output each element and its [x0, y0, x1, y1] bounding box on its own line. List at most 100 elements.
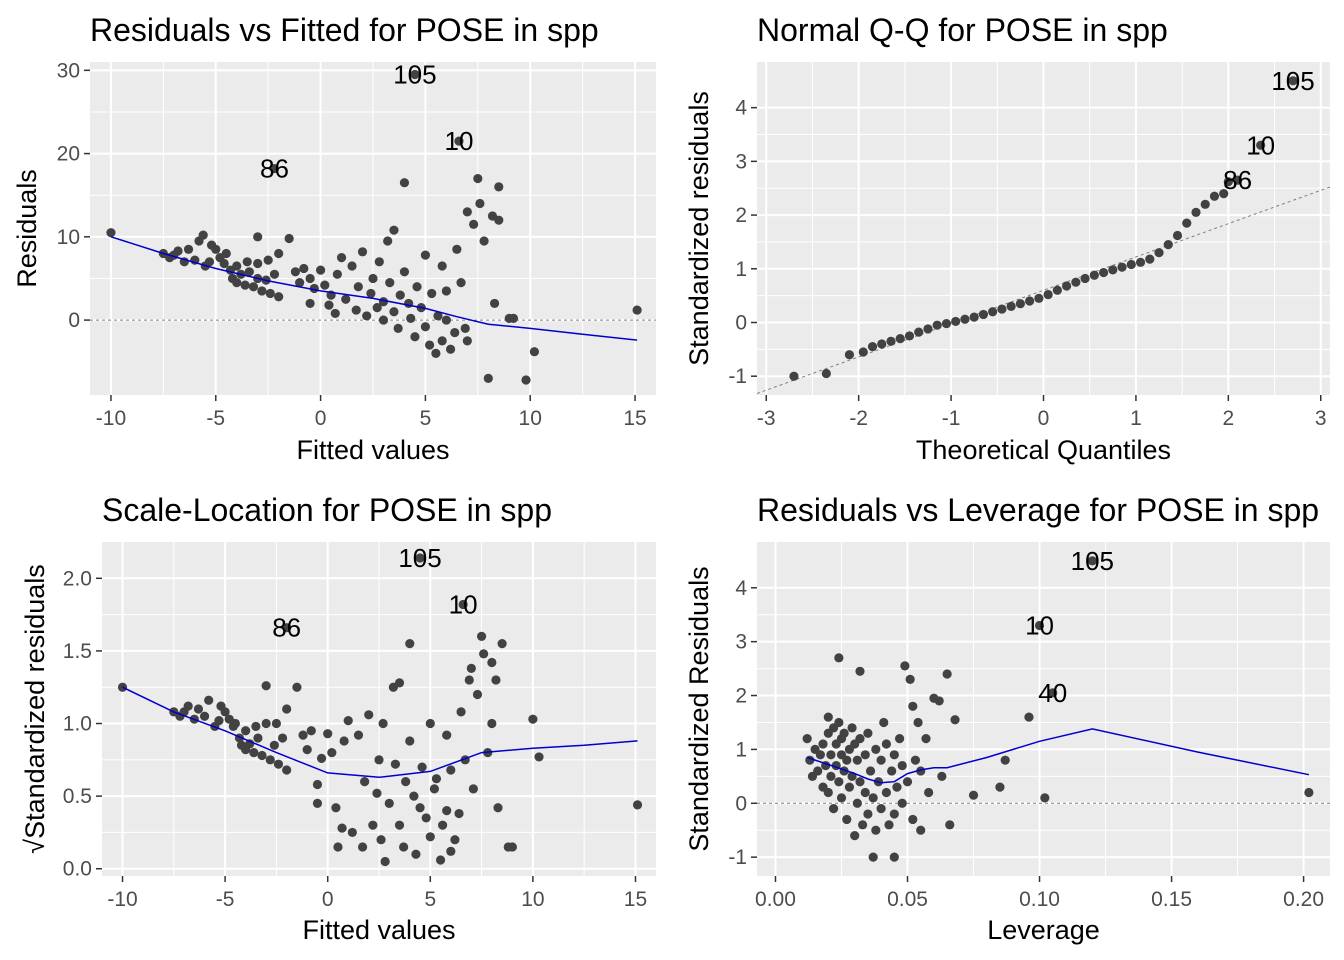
data-point: [466, 663, 476, 673]
data-point: [261, 681, 271, 691]
data-point: [253, 232, 263, 242]
data-point: [410, 69, 420, 80]
data-point: [454, 808, 464, 819]
chart-panel-4: 0.00 0.05 0.10 0.15 0.20 -1 0 1 2 3 4 105 10 40 Residu…: [684, 492, 1330, 945]
data-point: [789, 371, 799, 381]
smooth-line: [806, 728, 1310, 784]
data-point: [220, 707, 230, 717]
data-point: [274, 248, 284, 259]
data-point: [204, 257, 215, 267]
data-point: [876, 755, 886, 765]
data-point: [860, 750, 870, 760]
data-point: [889, 750, 899, 760]
x-tick-label: 0: [315, 407, 327, 430]
data-point: [900, 661, 910, 671]
y-tick-label: 20: [57, 143, 80, 166]
data-point: [1034, 293, 1044, 303]
data-point: [826, 750, 836, 760]
data-point: [908, 701, 918, 711]
data-point: [244, 267, 254, 277]
chart-panel-1: -10 -5 0 5 10 15 0 10 20 30 86 105 10 Residuals vs Fi…: [12, 12, 656, 465]
data-point: [271, 718, 282, 729]
data-point: [951, 316, 961, 327]
data-point: [372, 788, 382, 798]
data-point: [1163, 240, 1173, 250]
data-point: [410, 332, 420, 342]
y-tick-label: 10: [57, 226, 80, 249]
x-tick-label: 1: [1130, 407, 1142, 430]
data-point: [305, 298, 315, 309]
data-point: [336, 253, 347, 263]
data-point: [491, 675, 501, 685]
data-point: [183, 701, 193, 711]
data-point: [489, 298, 500, 309]
data-point: [232, 261, 242, 271]
data-point: [219, 258, 229, 269]
data-point: [487, 718, 497, 729]
y-tick-label: -1: [728, 365, 747, 388]
y-axis-title: Standardized Residuals: [684, 566, 714, 851]
data-point: [479, 236, 489, 246]
data-point: [916, 766, 926, 776]
data-point: [844, 350, 855, 360]
data-point: [390, 759, 401, 769]
data-point: [1223, 177, 1233, 187]
data-point: [364, 710, 374, 720]
data-point: [1145, 254, 1155, 264]
data-point: [834, 777, 844, 787]
data-point: [399, 267, 410, 277]
data-point: [881, 739, 891, 749]
data-point: [1062, 281, 1072, 291]
data-point: [897, 798, 907, 808]
data-point: [253, 258, 263, 269]
data-point: [913, 717, 923, 728]
y-axis-title: √Standardized residuals: [20, 564, 50, 854]
data-point: [290, 267, 301, 277]
data-point: [815, 750, 825, 760]
data-point: [834, 653, 844, 663]
data-point: [199, 711, 210, 721]
data-point: [818, 739, 828, 749]
data-point: [462, 207, 472, 217]
data-point: [393, 323, 403, 333]
data-point: [343, 716, 353, 726]
data-point: [269, 163, 280, 174]
data-point: [406, 313, 416, 324]
data-point: [193, 704, 204, 714]
data-point: [895, 334, 905, 344]
data-point: [380, 856, 390, 867]
y-tick-label: 0: [68, 309, 80, 332]
data-point: [232, 278, 242, 288]
data-point: [924, 787, 934, 798]
data-point: [1024, 712, 1034, 722]
data-point: [299, 263, 309, 274]
data-point: [855, 666, 865, 676]
data-point: [905, 674, 915, 684]
data-point: [844, 782, 855, 792]
smooth-line: [122, 686, 638, 779]
data-point: [876, 804, 886, 814]
plot-area: [90, 69, 656, 385]
data-point: [884, 820, 894, 830]
data-point: [858, 347, 868, 357]
x-tick-label: 5: [424, 888, 436, 911]
data-point: [385, 278, 395, 288]
data-point: [1034, 620, 1045, 631]
x-axis-title: Theoretical Quantiles: [916, 435, 1171, 465]
data-point: [173, 246, 183, 256]
data-point: [446, 846, 456, 856]
point-label: 105: [393, 59, 436, 89]
data-point: [347, 261, 357, 271]
data-point: [842, 755, 852, 765]
y-tick-label: 1.0: [63, 713, 92, 736]
data-point: [1154, 248, 1164, 258]
data-point: [302, 745, 312, 755]
data-point: [395, 290, 405, 300]
data-point: [834, 717, 844, 728]
data-point: [1135, 257, 1146, 267]
data-point: [394, 678, 405, 688]
data-point: [852, 755, 862, 765]
data-point: [383, 236, 393, 246]
data-point: [332, 269, 342, 279]
data-point: [969, 312, 979, 322]
